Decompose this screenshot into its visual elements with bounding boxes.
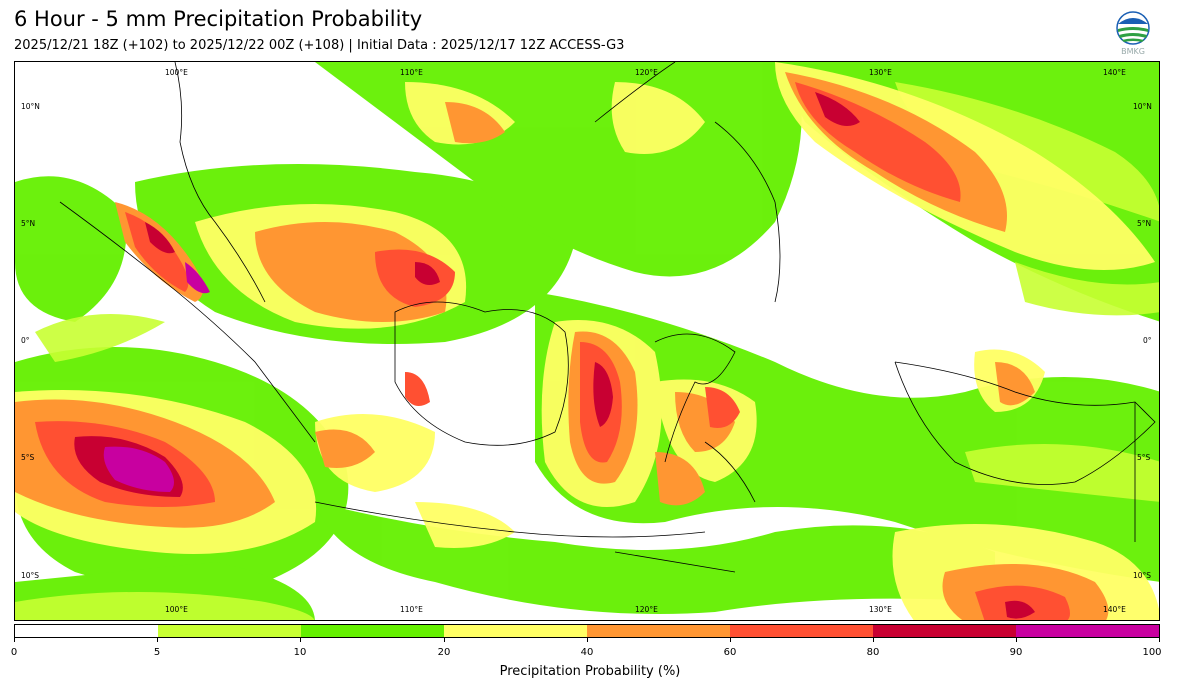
lat-label-10s-left: 10°S bbox=[21, 571, 40, 580]
lon-label-100e-top: 100°E bbox=[165, 68, 188, 77]
colorbar-tick-label-20: 20 bbox=[437, 647, 451, 658]
colorbar-tick bbox=[300, 638, 301, 642]
map-title: 6 Hour - 5 mm Precipitation Probability bbox=[14, 7, 423, 31]
colorbar-tick bbox=[444, 638, 445, 642]
bmkg-logo: BMKG bbox=[1114, 10, 1152, 56]
precipitation-map: 100°E 110°E 120°E 130°E 140°E 100°E 110°… bbox=[14, 61, 1160, 621]
colorbar-tick bbox=[730, 638, 731, 642]
lon-label-120e-top: 120°E bbox=[635, 68, 658, 77]
colorbar-tick bbox=[1016, 638, 1017, 642]
lon-label-110e-top: 110°E bbox=[400, 68, 423, 77]
colorbar-tick-label-60: 60 bbox=[723, 647, 737, 658]
colorbar-ticks: 0 5 10 20 40 60 80 90 100 bbox=[10, 638, 1162, 658]
colorbar-segment-2 bbox=[301, 625, 444, 637]
colorbar-segment-6 bbox=[873, 625, 1016, 637]
map-subtitle: 2025/12/21 18Z (+102) to 2025/12/22 00Z … bbox=[14, 38, 625, 53]
colorbar-tick bbox=[14, 638, 15, 642]
colorbar-segment-0 bbox=[15, 625, 158, 637]
colorbar-tick-label-10: 10 bbox=[293, 647, 307, 658]
bmkg-logo-text: BMKG bbox=[1121, 47, 1145, 56]
lat-label-0-right: 0° bbox=[1143, 336, 1152, 345]
colorbar-tick-label-5: 5 bbox=[153, 647, 161, 658]
colorbar-tick-label-80: 80 bbox=[866, 647, 880, 658]
lat-label-5n-left: 5°N bbox=[21, 219, 36, 228]
colorbar-tick bbox=[587, 638, 588, 642]
lon-label-140e-top: 140°E bbox=[1103, 68, 1126, 77]
lon-label-130e-bottom: 130°E bbox=[869, 605, 892, 614]
lon-label-100e-bottom: 100°E bbox=[165, 605, 188, 614]
colorbar-tick-label-40: 40 bbox=[580, 647, 594, 658]
colorbar-tick bbox=[157, 638, 158, 642]
colorbar-segment-3 bbox=[444, 625, 587, 637]
colorbar-segment-7 bbox=[1016, 625, 1159, 637]
lon-label-120e-bottom: 120°E bbox=[635, 605, 658, 614]
lat-label-5s-left: 5°S bbox=[21, 453, 35, 462]
lon-label-110e-bottom: 110°E bbox=[400, 605, 423, 614]
lat-label-10s-right: 10°S bbox=[1133, 571, 1152, 580]
colorbar-segment-4 bbox=[587, 625, 730, 637]
lat-label-5n-right: 5°N bbox=[1137, 219, 1152, 228]
lon-label-140e-bottom: 140°E bbox=[1103, 605, 1126, 614]
lat-label-0-left: 0° bbox=[21, 336, 30, 345]
precipitation-field bbox=[15, 62, 1159, 620]
colorbar bbox=[14, 624, 1160, 638]
colorbar-segment-1 bbox=[158, 625, 301, 637]
colorbar-tick-label-90: 90 bbox=[1009, 647, 1023, 658]
colorbar-tick bbox=[873, 638, 874, 642]
colorbar-tick-label-100: 100 bbox=[1142, 647, 1162, 658]
colorbar-label: Precipitation Probability (%) bbox=[499, 664, 681, 679]
lat-label-10n-right: 10°N bbox=[1133, 102, 1152, 111]
colorbar-segment-5 bbox=[730, 625, 873, 637]
lat-label-10n-left: 10°N bbox=[21, 102, 40, 111]
colorbar-tick bbox=[1159, 638, 1160, 642]
lon-label-130e-top: 130°E bbox=[869, 68, 892, 77]
colorbar-tick-label-0: 0 bbox=[10, 647, 18, 658]
bmkg-logo-icon: BMKG bbox=[1116, 11, 1150, 56]
lat-label-5s-right: 5°S bbox=[1137, 453, 1151, 462]
